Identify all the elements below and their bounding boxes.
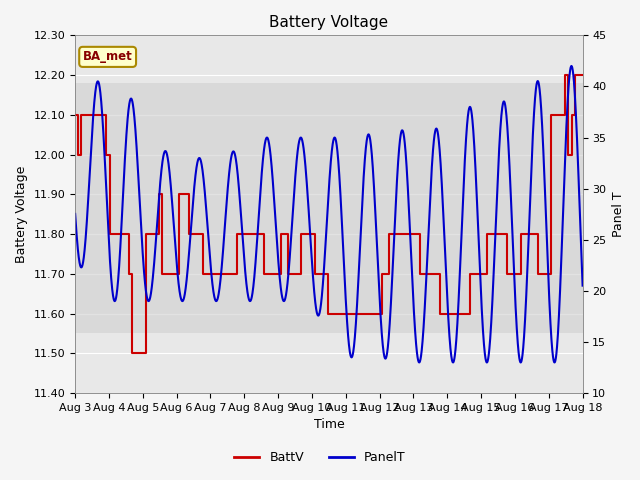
Y-axis label: Battery Voltage: Battery Voltage (15, 166, 28, 263)
Y-axis label: Panel T: Panel T (612, 192, 625, 237)
X-axis label: Time: Time (314, 419, 344, 432)
Legend: BattV, PanelT: BattV, PanelT (229, 446, 411, 469)
Title: Battery Voltage: Battery Voltage (269, 15, 388, 30)
Bar (75, 83, 582, 334)
Text: BA_met: BA_met (83, 50, 132, 63)
